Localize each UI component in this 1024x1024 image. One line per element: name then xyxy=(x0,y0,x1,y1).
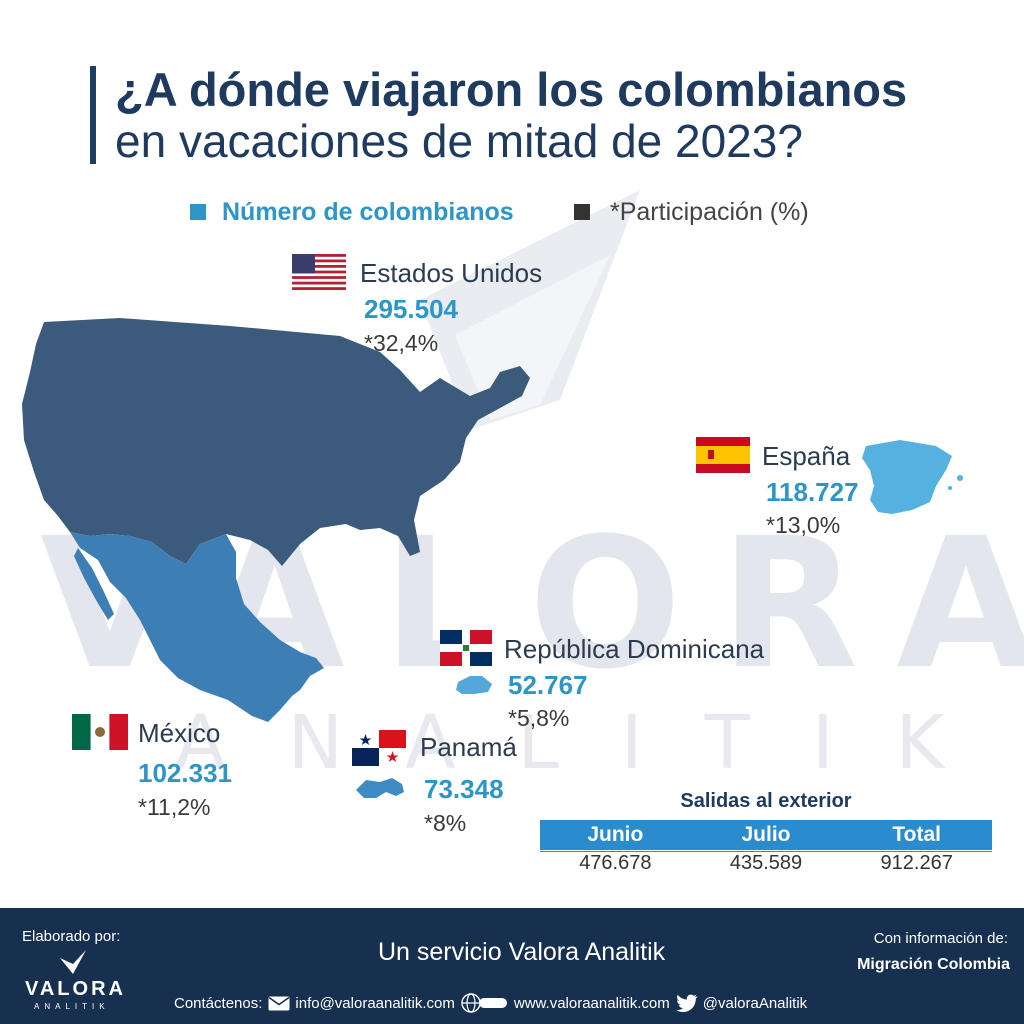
salidas-header-junio: Junio xyxy=(587,823,644,846)
twitter-handle[interactable]: @valoraAnalitik xyxy=(702,994,808,1012)
country-share-panama: *8% xyxy=(424,810,467,836)
contact-row: Contáctenos: info@valoraanalitik.com www… xyxy=(174,993,813,1013)
salidas-title: Salidas al exterior xyxy=(680,790,852,812)
email-link[interactable]: info@valoraanalitik.com xyxy=(295,994,455,1012)
usa-map-shape xyxy=(22,318,530,566)
country-name-spain: España xyxy=(762,441,851,471)
servicio-text: Un servicio Valora Analitik xyxy=(378,938,666,966)
contact-label: Contáctenos: xyxy=(174,994,263,1012)
con-informacion-label: Con información de: xyxy=(873,930,1008,947)
country-share-dominican: *5,8% xyxy=(508,705,570,731)
dominican-flag-icon xyxy=(440,630,492,666)
title-line-2: en vacaciones de mitad de 2023? xyxy=(115,115,803,167)
salidas-value-junio: 476.678 xyxy=(579,852,652,874)
salidas-header-julio: Julio xyxy=(741,823,791,846)
country-value-spain: 118.727 xyxy=(766,477,859,507)
globe-icon xyxy=(461,993,507,1013)
valora-logo-icon xyxy=(60,950,86,974)
spain-flag-icon xyxy=(696,437,750,473)
mexico-map-shape xyxy=(70,532,324,722)
elaborado-label: Elaborado por: xyxy=(22,928,121,945)
country-name-usa: Estados Unidos xyxy=(360,258,543,288)
logo-sub: ANALITIK xyxy=(34,1002,110,1011)
country-share-mexico: *11,2% xyxy=(138,794,211,820)
country-share-usa: *32,4% xyxy=(364,330,439,356)
footer: Elaborado por: VALORA ANALITIK Un servic… xyxy=(0,908,1024,1024)
country-value-usa: 295.504 xyxy=(364,294,458,324)
email-icon xyxy=(268,996,290,1010)
salidas-header-total: Total xyxy=(892,823,941,846)
title-line-1: ¿A dónde viajaron los colombianos xyxy=(115,63,908,116)
country-share-spain: *13,0% xyxy=(766,512,841,538)
salidas-value-row: 476.678 435.589 912.267 xyxy=(540,851,992,875)
legend-swatch-share xyxy=(574,204,590,220)
country-name-mexico: México xyxy=(138,718,221,748)
title-accent-bar xyxy=(90,66,96,164)
legend-label-share: *Participación (%) xyxy=(610,198,809,226)
baja-map-shape xyxy=(74,548,114,620)
legend-label-count: Número de colombianos xyxy=(222,198,514,226)
mexico-flag-icon xyxy=(72,714,128,750)
salidas-header-row: Junio Julio Total xyxy=(540,820,992,850)
fuente-label: Migración Colombia xyxy=(857,956,1010,973)
salidas-value-total: 912.267 xyxy=(880,852,953,874)
usa-flag-icon xyxy=(292,254,346,290)
country-value-dominican: 52.767 xyxy=(508,670,588,700)
salidas-value-julio: 435.589 xyxy=(729,852,803,874)
spain-map-shape xyxy=(862,440,952,514)
panama-map-shape xyxy=(356,778,404,798)
country-value-panama: 73.348 xyxy=(424,774,504,804)
country-value-mexico: 102.331 xyxy=(138,758,232,788)
watermark-sub: ANALITIK xyxy=(175,700,1007,786)
twitter-icon xyxy=(675,994,698,1012)
logo-word: VALORA xyxy=(25,978,126,1000)
country-name-dominican: República Dominicana xyxy=(504,634,765,664)
country-name-panama: Panamá xyxy=(420,732,517,762)
panama-flag-icon xyxy=(352,730,406,766)
dominican-map-shape xyxy=(456,676,492,694)
legend-swatch-count xyxy=(190,204,206,220)
web-link[interactable]: www.valoraanalitik.com xyxy=(513,994,670,1012)
